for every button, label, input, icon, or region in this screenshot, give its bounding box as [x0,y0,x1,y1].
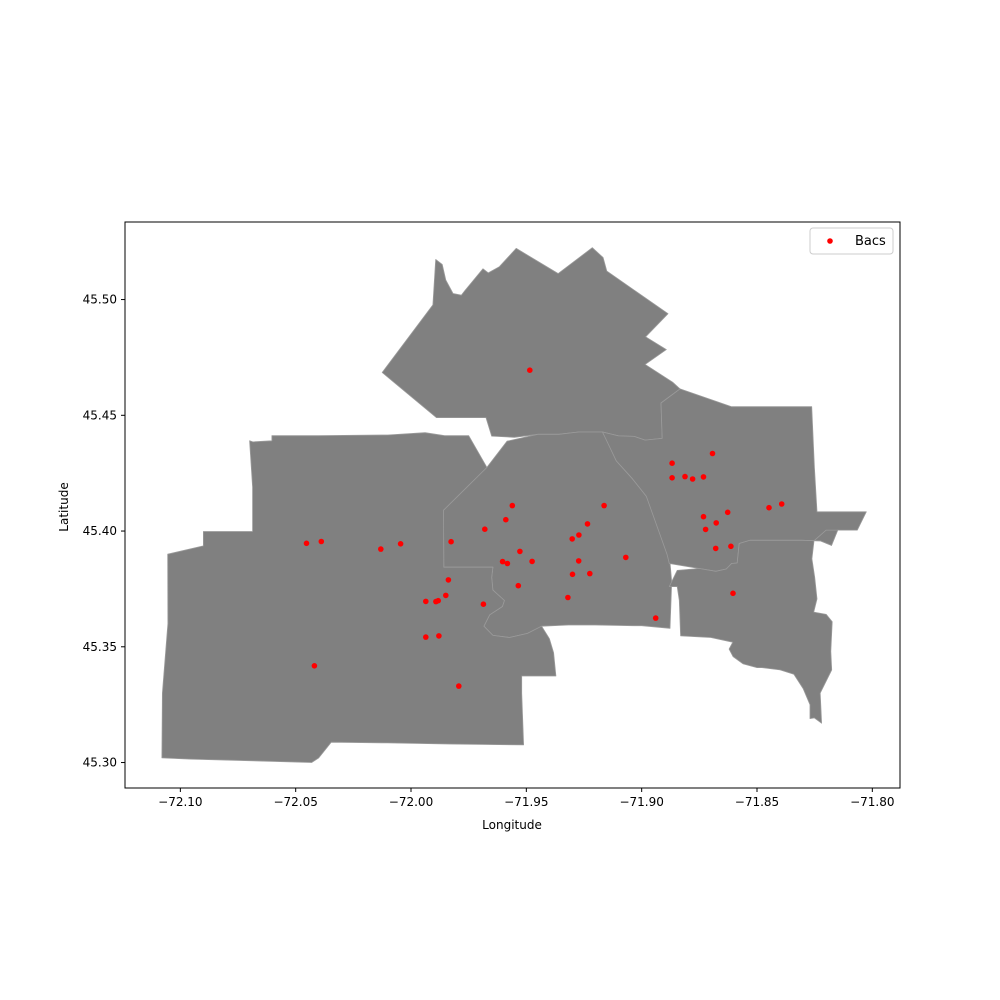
bac-point-29 [499,558,506,565]
district-west [161,432,557,763]
bac-point-22 [503,516,509,523]
bac-point-23 [482,526,488,532]
bac-point-39 [565,594,571,601]
bac-point-24 [448,538,454,545]
bac-point-14 [712,545,719,552]
bac-point-45 [456,683,462,689]
bac-point-20 [569,536,575,542]
bac-point-27 [575,558,582,564]
x-tick-label: −71.85 [735,795,779,809]
bac-point-9 [700,513,707,520]
bac-point-17 [601,502,607,509]
bac-point-48 [378,546,384,552]
bac-point-21 [509,502,516,509]
legend-label-bacs: Bacs [855,234,886,249]
bac-point-49 [397,541,404,547]
district-southeast [668,529,839,724]
bac-point-47 [318,538,325,545]
bac-point-18 [584,521,591,527]
plot-frame [124,221,901,789]
y-tick-label: 45.50 [83,293,117,307]
bac-point-40 [480,601,487,607]
bac-point-42 [423,634,429,640]
bac-point-3 [669,460,675,467]
bac-point-7 [700,474,707,480]
bac-point-25 [517,548,523,555]
bac-point-5 [682,473,688,480]
bac-point-43 [436,633,442,639]
bac-point-33 [445,577,452,583]
y-tick-label: 45.35 [83,640,117,654]
bac-point-4 [669,475,675,481]
bac-point-16 [730,590,736,597]
x-tick-label: −72.05 [273,795,317,809]
bac-point-36 [423,598,429,605]
x-tick-label: −71.90 [619,795,663,809]
x-tick-label: −72.00 [389,795,433,809]
y-axis-ticks: 45.30 45.35 45.40 45.45 45.50 [83,293,125,770]
bac-point-30 [504,560,511,567]
bac-point-1 [527,367,533,374]
bac-point-26 [529,558,535,565]
x-tick-label: −71.95 [504,795,548,809]
bac-point-35 [443,592,449,599]
points-layer [303,367,785,689]
bac-point-32 [587,570,593,577]
x-tick-label: −71.80 [850,795,894,809]
y-tick-label: 45.30 [83,756,117,770]
bac-point-2 [709,450,716,457]
districts-layer [161,247,867,763]
bac-point-34 [515,582,522,589]
bac-point-8 [724,509,731,516]
x-axis-ticks: −72.10 −72.05 −72.00 −71.95 −71.90 −71.85 −71.… [158,788,895,809]
bac-point-19 [576,532,582,538]
bac-point-28 [623,554,629,561]
bac-point-44 [311,663,318,669]
bac-point-38 [435,597,442,604]
bac-point-6 [689,476,696,482]
bac-point-46 [303,540,310,547]
bac-point-10 [713,520,719,526]
y-axis-label: Latitude [57,482,71,531]
bac-point-11 [702,526,709,533]
legend-marker-bacs [827,238,833,244]
x-tick-label: −72.10 [158,795,202,809]
bac-point-12 [766,504,772,511]
bac-point-41 [652,615,659,621]
bac-point-31 [569,571,576,578]
y-tick-label: 45.40 [83,524,117,538]
y-tick-label: 45.45 [83,408,117,422]
legend: Bacs [809,227,894,255]
bac-point-13 [778,501,785,507]
x-axis-label: Longitude [482,818,542,832]
legend-box [809,227,894,255]
bac-point-15 [728,543,734,550]
